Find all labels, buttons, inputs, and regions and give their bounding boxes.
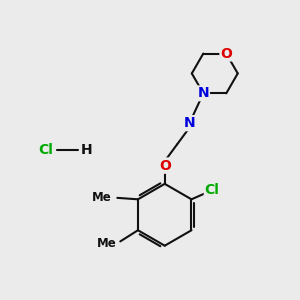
Text: N: N [184, 116, 195, 130]
Text: N: N [184, 116, 195, 130]
Text: Cl: Cl [38, 143, 53, 157]
Text: Cl: Cl [205, 183, 220, 196]
Text: O: O [159, 159, 171, 172]
Text: Me: Me [92, 191, 112, 204]
Text: N: N [197, 86, 209, 100]
Text: H: H [81, 143, 92, 157]
Text: Me: Me [97, 237, 117, 250]
Text: O: O [220, 46, 232, 61]
Text: O: O [159, 159, 171, 172]
